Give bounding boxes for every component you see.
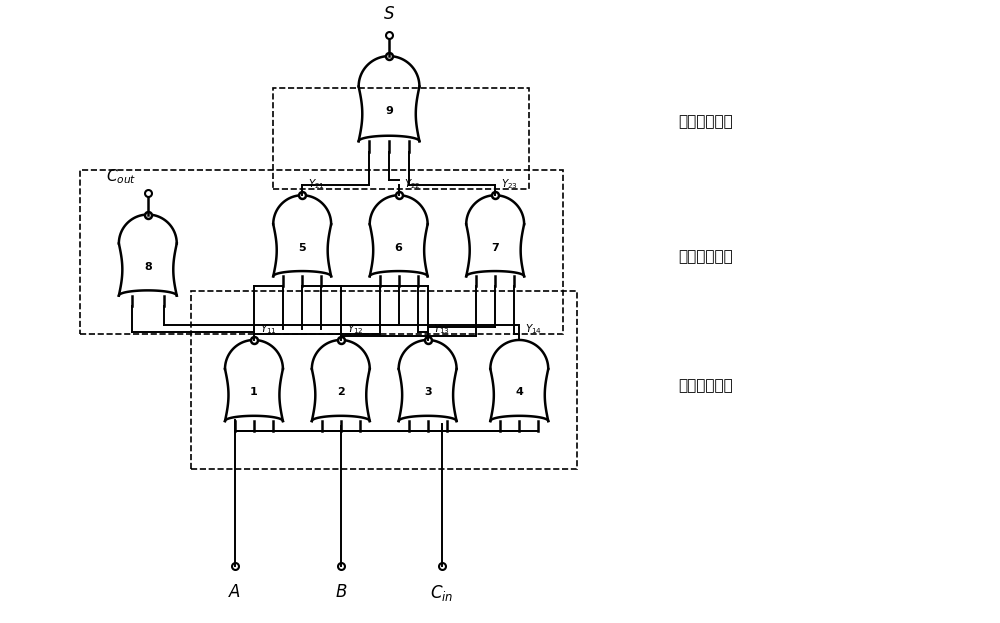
Bar [191, 291, 577, 469]
Text: 8: 8 [144, 262, 152, 272]
Text: 2: 2 [337, 388, 345, 397]
Text: $C_{out}$: $C_{out}$ [106, 167, 136, 186]
Text: 4: 4 [515, 388, 523, 397]
Text: 第三级门电路: 第三级门电路 [679, 115, 733, 130]
Text: 第二级门电路: 第二级门电路 [679, 249, 733, 265]
Text: $Y_{11}$: $Y_{11}$ [260, 322, 277, 336]
Text: $Y_{13}$: $Y_{13}$ [433, 322, 450, 336]
Text: 6: 6 [395, 242, 403, 253]
Text: $Y_{23}$: $Y_{23}$ [501, 178, 518, 191]
Text: $C_{in}$: $C_{in}$ [430, 583, 454, 603]
Text: 7: 7 [491, 242, 499, 253]
Text: 第一级门电路: 第一级门电路 [679, 378, 733, 393]
Text: $Y_{22}$: $Y_{22}$ [404, 178, 421, 191]
Text: $Y_{14}$: $Y_{14}$ [525, 322, 542, 336]
Text: 5: 5 [298, 242, 306, 253]
Text: $B$: $B$ [335, 583, 347, 601]
Text: $A$: $A$ [228, 583, 241, 601]
Text: 3: 3 [424, 388, 431, 397]
Text: 9: 9 [385, 106, 393, 116]
Bar [80, 170, 563, 334]
Text: 1: 1 [250, 388, 258, 397]
Text: $Y_{21}$: $Y_{21}$ [308, 178, 325, 191]
Text: $Y_{12}$: $Y_{12}$ [347, 322, 363, 336]
Text: $S$: $S$ [383, 6, 395, 23]
Bar [273, 88, 529, 189]
